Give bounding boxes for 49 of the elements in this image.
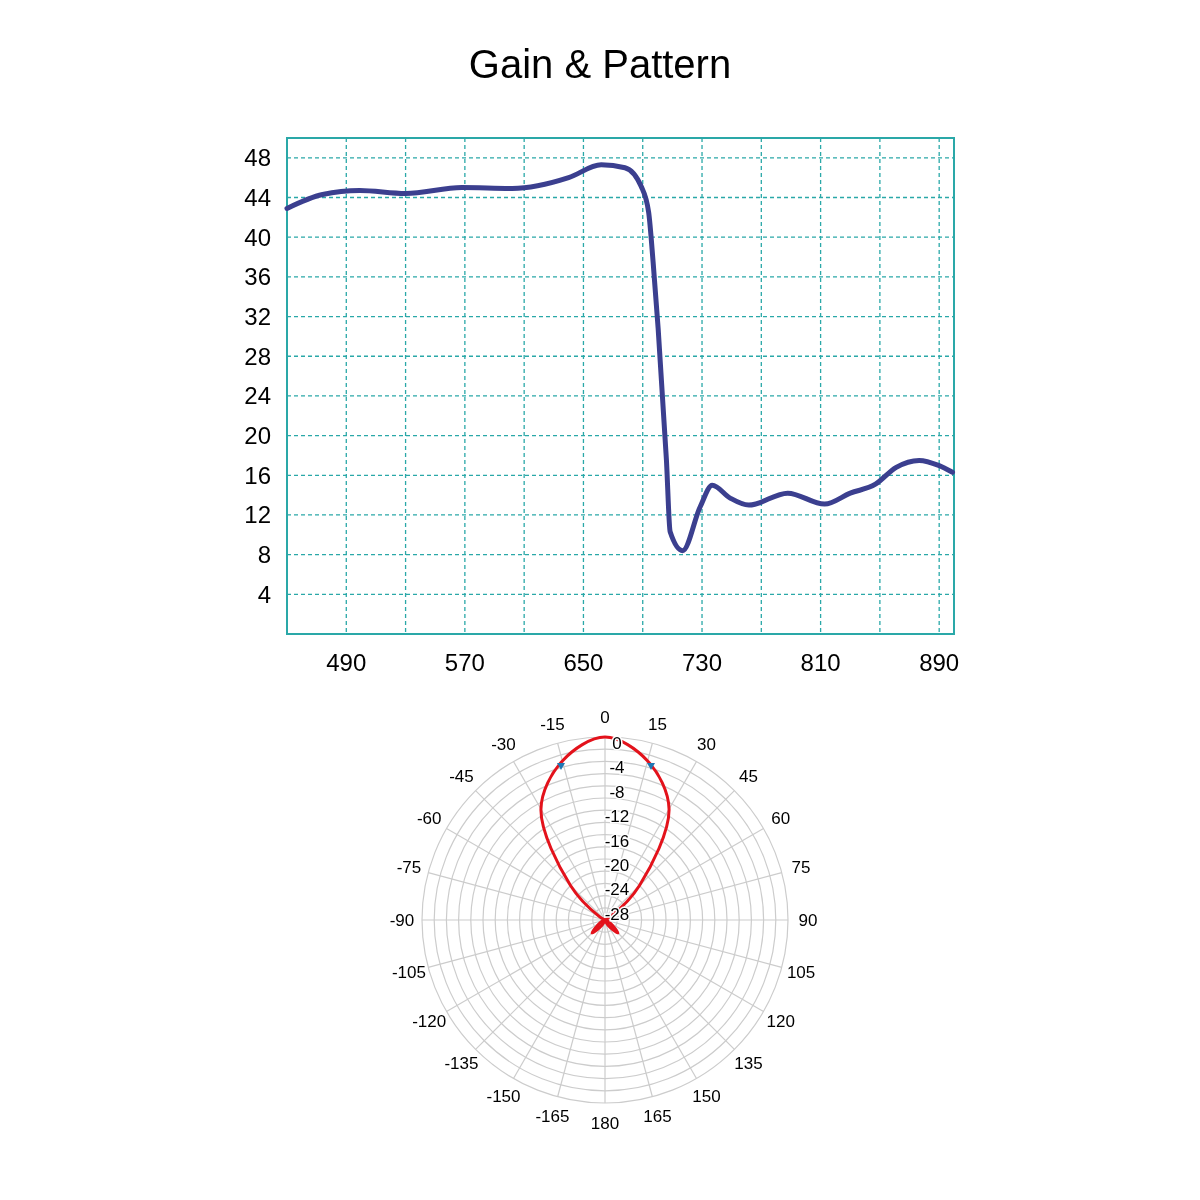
spoke-label: 75	[791, 858, 811, 878]
y-tick-label: -8	[609, 782, 625, 802]
y-tick-label: 8	[257, 541, 271, 569]
spoke-label: 165	[643, 1107, 672, 1127]
y-tick-label: 40	[244, 223, 271, 251]
y-tick-label: 0	[600, 707, 610, 727]
y-tick-label: -24	[604, 880, 630, 900]
x-tick-label: 650	[563, 649, 604, 676]
spoke-label: 105	[786, 963, 816, 983]
y-tick-label: -20	[604, 855, 630, 875]
x-tick-label: 810	[800, 649, 841, 676]
y-tick-label: -12	[604, 807, 630, 827]
x-tick-label: 730	[682, 649, 723, 676]
y-tick-label: 24	[244, 382, 271, 410]
y-tick-label: 28	[244, 342, 271, 370]
spoke-label: -45	[449, 767, 474, 787]
y-tick-label: 12	[244, 501, 271, 529]
y-tick-label: -16	[604, 831, 630, 851]
spoke-label: 90	[798, 910, 818, 930]
spoke-label: -105	[391, 963, 426, 983]
y-tick-label: 20	[244, 422, 271, 449]
spoke-label: -30	[491, 735, 516, 755]
spoke-label: -60	[416, 809, 442, 829]
spoke-label: 150	[692, 1086, 721, 1106]
spoke-label: 135	[734, 1054, 763, 1074]
spoke-label: -150	[486, 1086, 521, 1106]
spoke-label: -90	[389, 910, 415, 930]
spoke-label: 120	[766, 1012, 795, 1032]
spoke-label: 45	[739, 767, 758, 787]
x-tick-label: 490	[326, 649, 367, 676]
y-tick-label: 32	[244, 302, 271, 330]
x-tick-label: 570	[444, 649, 485, 676]
spoke-label: 30	[697, 735, 716, 755]
spoke-label: -165	[535, 1107, 570, 1127]
spoke-label: 60	[771, 809, 791, 829]
y-tick-label: -4	[609, 758, 625, 778]
y-tick-label: 36	[244, 263, 271, 291]
chart-title: Gain & Pattern	[468, 42, 732, 86]
spoke-label: 15	[648, 714, 667, 734]
y-tick-label: 48	[244, 144, 271, 172]
spoke-label: -135	[444, 1054, 479, 1074]
y-tick-label: 4	[257, 580, 271, 608]
y-tick-label: 44	[244, 183, 271, 211]
y-tick-label: 16	[244, 461, 271, 489]
x-tick-label: 890	[919, 649, 960, 676]
spoke-label: -15	[540, 714, 565, 734]
spoke-label: -75	[396, 858, 422, 878]
spoke-label: 180	[590, 1113, 620, 1133]
spoke-label: -120	[412, 1012, 447, 1032]
